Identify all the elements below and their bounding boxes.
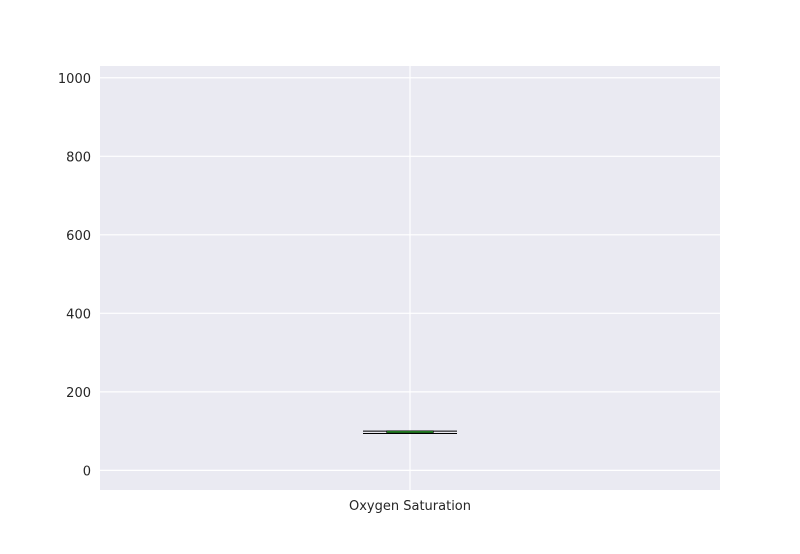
y-tick-label: 800 [66, 150, 91, 165]
box-plot-item [363, 430, 457, 434]
y-tick-label: 600 [66, 229, 91, 244]
y-tick-label: 0 [83, 464, 91, 479]
y-axis-ticks: 0 200 400 600 800 1000 [58, 72, 91, 480]
y-tick-label: 1000 [58, 72, 91, 87]
grid-lines [100, 66, 720, 490]
y-tick-label: 200 [66, 386, 91, 401]
y-tick-label: 400 [66, 307, 91, 322]
x-tick-label: Oxygen Saturation [349, 499, 471, 514]
x-axis-ticks: Oxygen Saturation [349, 499, 471, 514]
box-series [363, 430, 457, 434]
